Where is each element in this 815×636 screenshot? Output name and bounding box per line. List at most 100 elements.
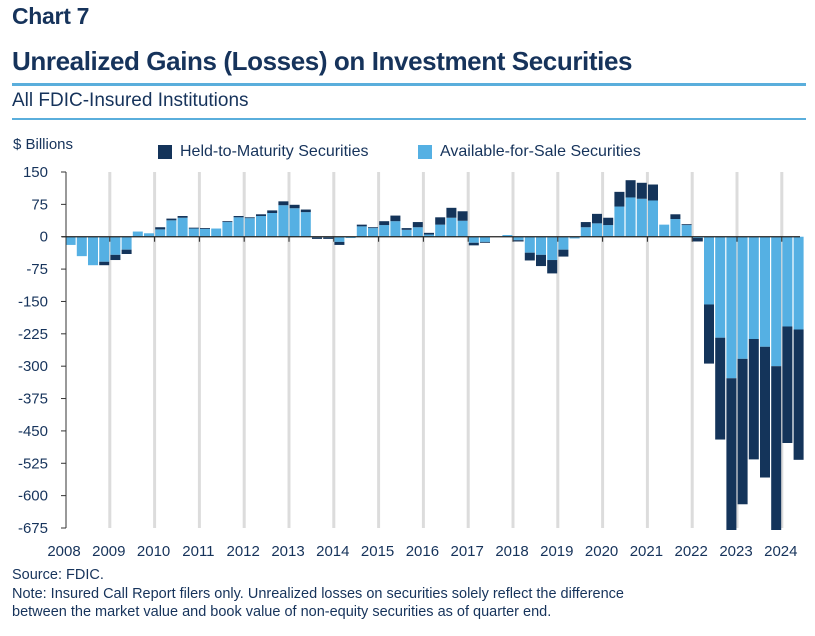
bar-htm-2023Q4 xyxy=(771,366,782,530)
bar-afs-2008Q1 xyxy=(65,236,76,245)
legend-swatch-htm xyxy=(158,145,172,159)
bar-afs-2011Q1 xyxy=(200,228,210,237)
bar-afs-2015Q2 xyxy=(390,221,401,237)
bar-htm-2021Q1 xyxy=(648,184,658,201)
bar-afs-2020Q3 xyxy=(625,197,636,237)
bar-afs-2020Q4 xyxy=(636,198,647,237)
bar-htm-2018Q1 xyxy=(513,240,524,242)
bar-htm-2016Q2 xyxy=(435,217,446,225)
x-tick-label: 2010 xyxy=(137,543,170,560)
chart-subtitle: All FDIC-Insured Institutions xyxy=(12,90,249,111)
bar-htm-2013Q4 xyxy=(323,237,334,239)
bar-htm-2018Q3 xyxy=(536,254,546,267)
bar-afs-2009Q4 xyxy=(144,233,154,237)
bar-afs-2014Q1 xyxy=(334,236,345,242)
bar-htm-2017Q2 xyxy=(480,241,490,243)
x-tick-label: 2015 xyxy=(361,543,394,560)
title-divider xyxy=(12,83,806,86)
bar-htm-2024Q1 xyxy=(782,326,793,443)
bar-htm-2021Q4 xyxy=(681,224,692,226)
bar-afs-2017Q2 xyxy=(480,236,490,242)
bar-htm-2022Q4 xyxy=(726,378,737,530)
bar-afs-2008Q3 xyxy=(88,236,98,266)
bar-afs-2013Q1 xyxy=(289,208,300,237)
bar-afs-2015Q4 xyxy=(412,227,423,237)
bar-afs-2021Q4 xyxy=(681,225,692,237)
bar-htm-2013Q1 xyxy=(289,204,300,209)
bar-afs-2017Q4 xyxy=(502,235,513,237)
bar-htm-2014Q4 xyxy=(368,227,378,229)
bar-afs-2016Q4 xyxy=(457,220,468,237)
legend-item-afs: Available-for-Sale Securities xyxy=(418,143,641,161)
x-tick-label: 2019 xyxy=(540,543,573,560)
bar-htm-2023Q1 xyxy=(737,358,748,505)
bar-afs-2015Q1 xyxy=(379,225,390,237)
bar-afs-2022Q4 xyxy=(726,236,737,379)
bar-afs-2024Q2 xyxy=(793,236,804,330)
bar-afs-2012Q2 xyxy=(256,216,266,237)
bar-afs-2022Q2 xyxy=(704,236,714,305)
bar-htm-2008Q4 xyxy=(99,261,110,266)
bar-htm-2012Q2 xyxy=(256,214,266,217)
bar-afs-2019Q2 xyxy=(569,236,580,239)
bar-htm-2015Q4 xyxy=(412,222,423,228)
y-tick-label: 150 xyxy=(23,164,48,181)
bar-afs-2019Q1 xyxy=(558,236,569,250)
bar-htm-2009Q1 xyxy=(110,254,121,261)
bar-htm-2015Q1 xyxy=(379,221,390,226)
y-tick-label: 75 xyxy=(31,196,48,213)
bar-afs-2014Q3 xyxy=(356,226,367,237)
legend-swatch-afs xyxy=(418,145,432,159)
bar-afs-2009Q3 xyxy=(132,231,143,237)
bar-afs-2016Q3 xyxy=(446,217,457,237)
y-tick-label: -375 xyxy=(18,391,48,408)
bar-htm-2013Q3 xyxy=(312,237,322,239)
bar-htm-2015Q3 xyxy=(401,228,412,230)
bar-htm-2021Q3 xyxy=(670,214,681,220)
bar-htm-2022Q1 xyxy=(692,238,703,242)
bar-htm-2017Q1 xyxy=(468,242,479,246)
y-tick-label: -525 xyxy=(18,455,48,472)
y-tick-label: 0 xyxy=(40,229,48,246)
bar-afs-2008Q2 xyxy=(76,236,87,257)
bar-htm-2016Q4 xyxy=(457,211,468,221)
bar-htm-2014Q1 xyxy=(334,241,345,245)
legend-label-htm: Held-to-Maturity Securities xyxy=(180,143,369,160)
x-tick-label: 2013 xyxy=(271,543,304,560)
bar-htm-2011Q1 xyxy=(200,228,210,229)
subtitle-divider xyxy=(12,118,806,120)
bar-afs-2011Q2 xyxy=(211,228,222,237)
chart-plot: 150 75 0 -75 -150 -225 -300 -375 -450 -525 -600 -67… xyxy=(18,164,804,560)
bar-htm-2020Q4 xyxy=(636,182,647,199)
x-tick-label: 2018 xyxy=(495,543,528,560)
bar-htm-2012Q1 xyxy=(244,217,255,219)
bar-htm-2012Q4 xyxy=(278,201,289,206)
bar-htm-2016Q3 xyxy=(446,207,457,218)
bar-afs-2018Q4 xyxy=(547,236,558,261)
bar-afs-2011Q3 xyxy=(222,222,233,237)
chart-title: Unrealized Gains (Losses) on Investment … xyxy=(12,46,633,76)
bar-afs-2010Q3 xyxy=(177,217,188,237)
bar-afs-2024Q1 xyxy=(782,236,793,327)
x-tick-label: 2014 xyxy=(316,543,349,560)
bar-htm-2011Q4 xyxy=(233,216,244,218)
bar-htm-2020Q2 xyxy=(614,191,625,207)
legend-label-afs: Available-for-Sale Securities xyxy=(440,143,641,160)
x-tick-label: 2017 xyxy=(451,543,484,560)
legend-item-htm: Held-to-Maturity Securities xyxy=(158,143,369,161)
bar-afs-2013Q2 xyxy=(300,212,311,237)
bar-afs-2010Q4 xyxy=(188,228,199,237)
bar-afs-2012Q4 xyxy=(278,205,289,237)
bar-htm-2023Q2 xyxy=(748,338,759,460)
x-tick-label: 2022 xyxy=(675,543,708,560)
bar-htm-2016Q1 xyxy=(424,232,434,235)
bar-afs-2009Q1 xyxy=(110,236,121,255)
x-tick-label: 2021 xyxy=(630,543,663,560)
x-tick-label: 2011 xyxy=(182,543,214,560)
y-axis-unit-label: $ Billions xyxy=(13,136,74,153)
bar-afs-2020Q1 xyxy=(603,225,614,237)
bar-htm-2022Q3 xyxy=(715,337,726,440)
x-tick-label: 2012 xyxy=(227,543,260,560)
bar-afs-2021Q1 xyxy=(648,200,658,237)
x-tick-label: 2008 xyxy=(47,543,80,560)
